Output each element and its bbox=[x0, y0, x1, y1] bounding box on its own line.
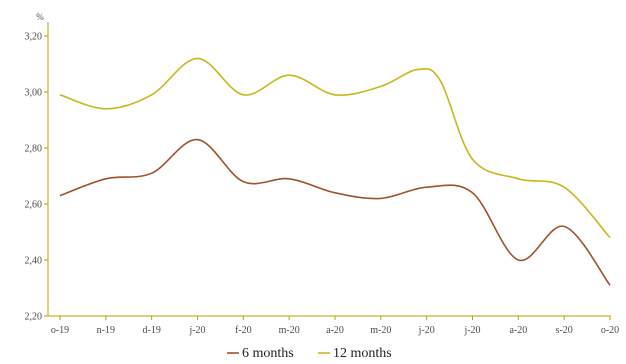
axes: % 2,20 2,40 2,60 2,80 3,00 3,20 o-19 n-19 d-19 j-2… bbox=[25, 12, 620, 336]
x-tick-label: d-19 bbox=[142, 325, 160, 336]
x-tick-label: a-20 bbox=[509, 325, 527, 336]
x-tick-label: j-20 bbox=[418, 325, 435, 336]
y-tick-label: 2,80 bbox=[25, 144, 43, 155]
x-tick-label: o-20 bbox=[601, 325, 619, 336]
x-tick-label: j-20 bbox=[463, 325, 480, 336]
x-tick-label: a-20 bbox=[326, 325, 344, 336]
y-tick-label: 2,40 bbox=[25, 256, 43, 267]
y-axis-unit-label: % bbox=[36, 12, 44, 22]
x-tick-label: s-20 bbox=[556, 325, 573, 336]
x-tick-label: f-20 bbox=[235, 325, 252, 336]
legend-label: 6 months bbox=[242, 346, 294, 361]
x-tick-label: m-20 bbox=[370, 325, 391, 336]
series-layer bbox=[59, 57, 611, 286]
x-tick-label: n-19 bbox=[97, 325, 115, 336]
x-tick-label: o-19 bbox=[51, 325, 69, 336]
legend: 6 months 12 months bbox=[227, 346, 392, 361]
x-tick-label: m-20 bbox=[279, 325, 300, 336]
y-tick-label: 2,60 bbox=[25, 200, 43, 211]
legend-label: 12 months bbox=[333, 346, 392, 361]
y-tick-label: 2,20 bbox=[25, 312, 43, 323]
y-tick-label: 3,20 bbox=[25, 32, 43, 43]
series-line-12-months bbox=[59, 57, 611, 239]
series-line-6-months bbox=[59, 138, 611, 286]
y-tick-label: 3,00 bbox=[25, 88, 43, 99]
x-tick-label: j-20 bbox=[188, 325, 205, 336]
